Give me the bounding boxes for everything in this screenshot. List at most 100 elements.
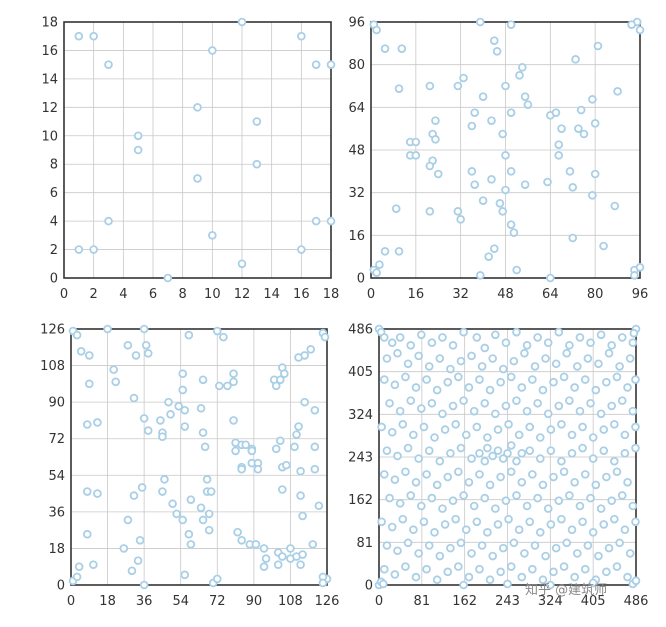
data-point [372, 268, 381, 277]
x-tick-label-4: 72 [209, 594, 226, 609]
x-tick-label-2: 36 [136, 594, 153, 609]
data-point [200, 442, 210, 452]
data-point [89, 245, 98, 254]
data-point [431, 135, 440, 144]
data-point [93, 489, 102, 498]
data-point [591, 480, 601, 490]
x-tick-label-4: 324 [538, 594, 563, 609]
data-point [454, 467, 463, 477]
data-point [517, 383, 527, 392]
data-point [158, 432, 167, 441]
data-point [483, 443, 492, 453]
data-point [520, 180, 530, 189]
data-point [557, 124, 566, 133]
data-point [422, 470, 431, 479]
x-tick-label-6: 108 [278, 594, 303, 609]
data-point [166, 410, 175, 419]
y-tick-label-5: 405 [348, 365, 373, 380]
data-point [580, 470, 590, 479]
data-point [583, 354, 593, 363]
data-point [602, 472, 611, 482]
data-point [72, 572, 82, 582]
data-point [178, 385, 188, 395]
data-point [451, 420, 460, 429]
data-point [498, 207, 507, 216]
data-point [82, 420, 92, 429]
data-point [496, 567, 505, 577]
data-point [391, 204, 401, 213]
data-point [495, 199, 505, 208]
data-point [533, 398, 542, 408]
data-point [425, 161, 435, 171]
data-point [111, 377, 120, 387]
data-point [375, 260, 384, 269]
data-point [610, 514, 619, 524]
data-point [541, 354, 550, 363]
data-point [488, 451, 497, 461]
data-point [612, 372, 622, 382]
data-point [518, 63, 527, 72]
data-point [196, 403, 206, 413]
data-point [496, 472, 505, 482]
data-point [160, 475, 169, 484]
data-point [506, 467, 516, 477]
data-point [574, 124, 583, 133]
data-point [580, 375, 590, 384]
data-point [280, 369, 289, 378]
data-point [417, 404, 426, 413]
data-point [237, 536, 246, 545]
data-point [403, 443, 413, 453]
data-point [74, 31, 84, 41]
data-point [472, 422, 482, 432]
data-point [512, 456, 521, 466]
data-point [480, 343, 490, 353]
x-tick-label-3: 48 [497, 287, 514, 302]
data-point [372, 25, 381, 35]
data-point [470, 180, 479, 189]
data-point [492, 47, 502, 56]
x-tick-label-1: 2 [90, 287, 98, 302]
data-point [398, 420, 408, 429]
data-point [565, 396, 574, 405]
data-point [625, 549, 635, 558]
y-tick-label-4: 64 [348, 101, 365, 116]
data-point [475, 470, 484, 479]
data-point [599, 425, 609, 434]
y-tick-label-1: 16 [348, 229, 365, 244]
data-point [443, 472, 453, 482]
data-point [308, 540, 318, 549]
data-point [406, 396, 416, 405]
data-point [483, 528, 492, 537]
data-point [588, 433, 598, 442]
data-point [459, 327, 468, 337]
data-point [498, 543, 508, 553]
data-point [382, 541, 392, 550]
data-point [454, 372, 463, 382]
data-point [623, 383, 632, 392]
x-tick-label-3: 54 [172, 594, 189, 609]
data-point [528, 564, 537, 574]
data-point [394, 247, 404, 256]
x-tick-label-4: 64 [542, 287, 559, 302]
data-point [541, 551, 550, 561]
data-point [607, 401, 616, 411]
y-tick-label-0: 0 [365, 579, 373, 594]
data-point [237, 259, 247, 269]
data-point [459, 491, 468, 500]
data-point [627, 20, 636, 29]
data-point [506, 372, 516, 382]
data-point [477, 541, 487, 550]
data-point [538, 480, 548, 490]
chart-panel-3: 0 18 36 54 72 90 108 126 0 18 36 54 72 90 108 126 [40, 323, 339, 610]
data-point [620, 525, 630, 534]
data-point [237, 464, 246, 474]
data-point [580, 564, 590, 574]
data-point [143, 349, 153, 358]
data-point [387, 338, 397, 347]
data-point [480, 493, 490, 503]
data-point [475, 17, 485, 27]
data-point [491, 409, 500, 419]
data-point [198, 375, 208, 385]
data-point [180, 422, 190, 431]
data-point [469, 501, 479, 511]
